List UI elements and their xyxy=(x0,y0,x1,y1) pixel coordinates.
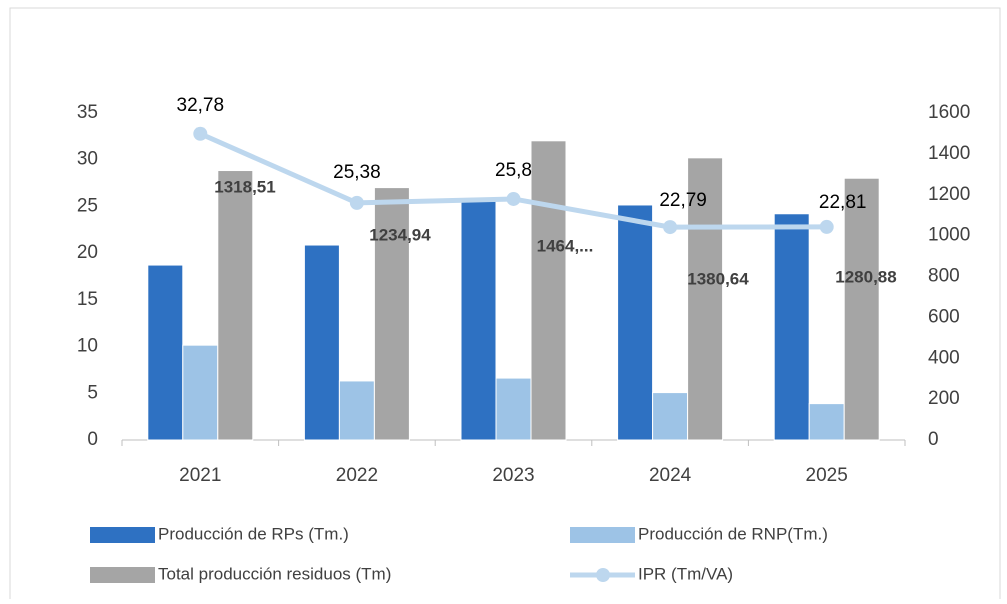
y-tick-label: 25 xyxy=(77,195,98,216)
bar xyxy=(182,344,219,441)
data-label: 22,81 xyxy=(819,192,867,213)
legend-swatch xyxy=(90,527,155,543)
x-tick-label: 2024 xyxy=(649,465,692,486)
x-tick-label: 2021 xyxy=(179,465,221,486)
y2-tick-label: 1200 xyxy=(928,184,970,205)
legend-label: IPR (Tm/VA) xyxy=(638,564,733,583)
y2-tick-label: 800 xyxy=(928,266,960,287)
data-label: 1234,94 xyxy=(369,225,431,244)
line-point xyxy=(819,219,834,234)
bar xyxy=(808,403,845,441)
line-point xyxy=(663,220,678,235)
bar xyxy=(617,204,654,441)
x-tick-label: 2023 xyxy=(492,465,534,486)
y-tick-label: 10 xyxy=(77,336,98,357)
line-point xyxy=(349,195,364,210)
y2-tick-label: 1000 xyxy=(928,225,970,246)
bar xyxy=(495,377,532,441)
x-tick-label: 2022 xyxy=(336,465,378,486)
y-tick-label: 35 xyxy=(77,102,98,123)
data-label: 1280,88 xyxy=(835,267,896,286)
bar xyxy=(652,392,689,441)
line-point xyxy=(506,191,521,206)
x-tick-label: 2025 xyxy=(806,465,848,486)
line-point xyxy=(193,126,208,141)
y-tick-label: 0 xyxy=(87,429,98,450)
y-tick-label: 30 xyxy=(77,149,98,170)
legend-swatch xyxy=(90,567,155,583)
y2-tick-label: 1400 xyxy=(928,143,970,164)
legend-label: Producción de RPs (Tm.) xyxy=(158,524,349,543)
bar xyxy=(530,140,567,441)
data-label: 25,38 xyxy=(333,162,381,183)
legend-label: Producción de RNP(Tm.) xyxy=(638,524,828,543)
y-tick-label: 20 xyxy=(77,242,98,263)
bar xyxy=(773,213,810,441)
bar xyxy=(843,177,880,441)
bar xyxy=(147,264,184,441)
y-tick-label: 15 xyxy=(77,289,98,310)
data-label: 25,8 xyxy=(495,160,532,181)
data-label: 22,79 xyxy=(659,190,707,211)
bar xyxy=(460,199,497,441)
y2-tick-label: 200 xyxy=(928,388,960,409)
y2-tick-label: 400 xyxy=(928,347,960,368)
bar xyxy=(373,187,410,441)
y2-tick-label: 0 xyxy=(928,429,939,450)
bar xyxy=(338,380,375,441)
y2-tick-label: 1600 xyxy=(928,102,970,123)
legend-label: Total producción residuos (Tm) xyxy=(158,564,391,583)
bar xyxy=(217,170,254,441)
data-label: 1464,... xyxy=(537,236,594,255)
y-tick-label: 5 xyxy=(87,382,98,403)
legend-swatch xyxy=(596,568,610,582)
legend-swatch xyxy=(570,527,635,543)
data-label: 32,78 xyxy=(177,95,225,116)
bar xyxy=(303,244,340,441)
data-label: 1380,64 xyxy=(687,269,749,288)
data-label: 1318,51 xyxy=(214,177,275,196)
bar xyxy=(687,157,724,441)
y2-tick-label: 600 xyxy=(928,306,960,327)
